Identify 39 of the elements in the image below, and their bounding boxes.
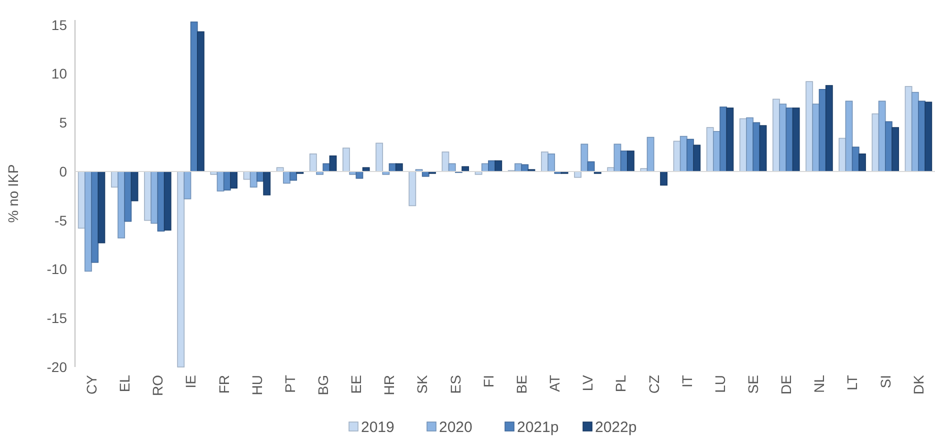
y-tick-label: -5 xyxy=(54,212,68,228)
x-tick-label: LT xyxy=(844,374,860,390)
x-tick-label: HU xyxy=(248,375,265,396)
x-tick-label: IE xyxy=(182,375,199,388)
y-tick-label: 15 xyxy=(51,16,68,33)
y-tick-label: 5 xyxy=(59,114,68,131)
x-tick-label: HR xyxy=(381,375,398,396)
x-tick-label: PT xyxy=(282,374,298,393)
x-tick-label: DK xyxy=(910,374,926,394)
x-tick-label: LV xyxy=(580,374,596,392)
y-tick-label: 0 xyxy=(59,163,68,180)
x-tick-label: PL xyxy=(612,374,629,392)
x-tick-label: AT xyxy=(546,374,563,392)
x-tick-label: EE xyxy=(348,375,364,394)
x-tick-label: CZ xyxy=(646,374,662,394)
x-tick-label: NL xyxy=(811,374,828,393)
legend-label: 2019 xyxy=(361,418,394,436)
y-tick-label: -20 xyxy=(46,358,68,375)
y-axis-title: % no IKP xyxy=(5,164,21,223)
x-tick-label: LU xyxy=(712,375,728,393)
x-tick-label: SI xyxy=(877,375,894,388)
x-tick-label: RO xyxy=(150,374,166,396)
x-tick-label: IT xyxy=(678,374,695,388)
y-tick-label: 10 xyxy=(51,66,68,82)
y-tick-label: -10 xyxy=(46,261,68,278)
x-tick-label: EL xyxy=(116,374,133,392)
legend-label: 2020 xyxy=(439,418,472,436)
x-tick-label: DE xyxy=(778,375,794,394)
x-tick-label: FR xyxy=(216,375,232,394)
x-tick-label: SE xyxy=(744,375,761,394)
x-tick-label: FI xyxy=(480,375,496,388)
x-tick-label: SK xyxy=(414,374,430,394)
x-tick-label: BE xyxy=(513,375,530,394)
x-tick-label: CY xyxy=(83,374,100,394)
x-tick-label: BG xyxy=(314,375,331,396)
legend-label: 2022p xyxy=(595,418,637,436)
y-tick-label: -15 xyxy=(46,310,68,326)
x-tick-label: ES xyxy=(447,375,464,394)
legend-label: 2021p xyxy=(517,418,559,436)
